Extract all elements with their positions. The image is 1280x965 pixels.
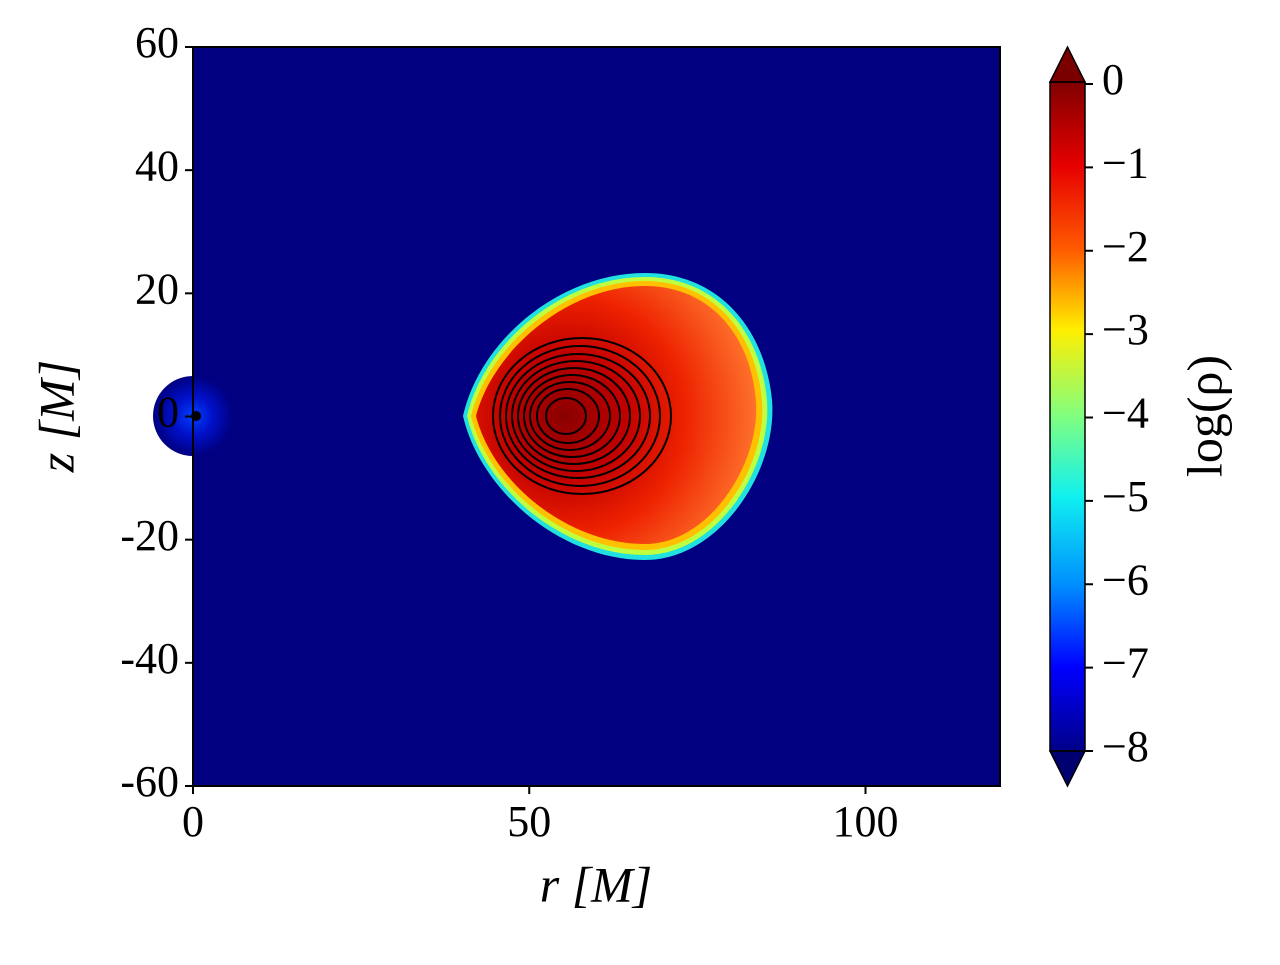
colorbar (1048, 45, 1087, 788)
x-tick-label: 100 (833, 797, 899, 846)
colorbar-tick-label: −7 (1102, 639, 1149, 688)
x-tick-label: 0 (182, 797, 204, 846)
y-tick-label: -60 (120, 757, 179, 806)
y-tick-label: 40 (135, 141, 179, 190)
y-tick-label: 0 (157, 388, 179, 437)
x-axis-label: r [M] (540, 856, 653, 912)
contours (492, 337, 672, 495)
colorbar-tick-label: −2 (1102, 222, 1149, 271)
x-tick-label: 50 (507, 797, 551, 846)
colorbar-tick-label: −1 (1102, 138, 1149, 187)
colorbar-tick-label: 0 (1102, 55, 1124, 104)
colorbar-label: log(ρ) (1176, 355, 1232, 477)
y-tick-label: -40 (120, 634, 179, 683)
y-tick-label: -20 (120, 511, 179, 560)
colorbar-tick-label: −3 (1102, 305, 1149, 354)
y-tick-label: 60 (135, 18, 179, 67)
y-axis-label: z [M] (28, 360, 84, 474)
y-tick-label: 20 (135, 264, 179, 313)
colorbar-tick-label: −8 (1102, 722, 1149, 771)
colorbar-tick-label: −5 (1102, 472, 1149, 521)
colorbar-tick-label: −6 (1102, 555, 1149, 604)
colorbar-tick-label: −4 (1102, 389, 1149, 438)
